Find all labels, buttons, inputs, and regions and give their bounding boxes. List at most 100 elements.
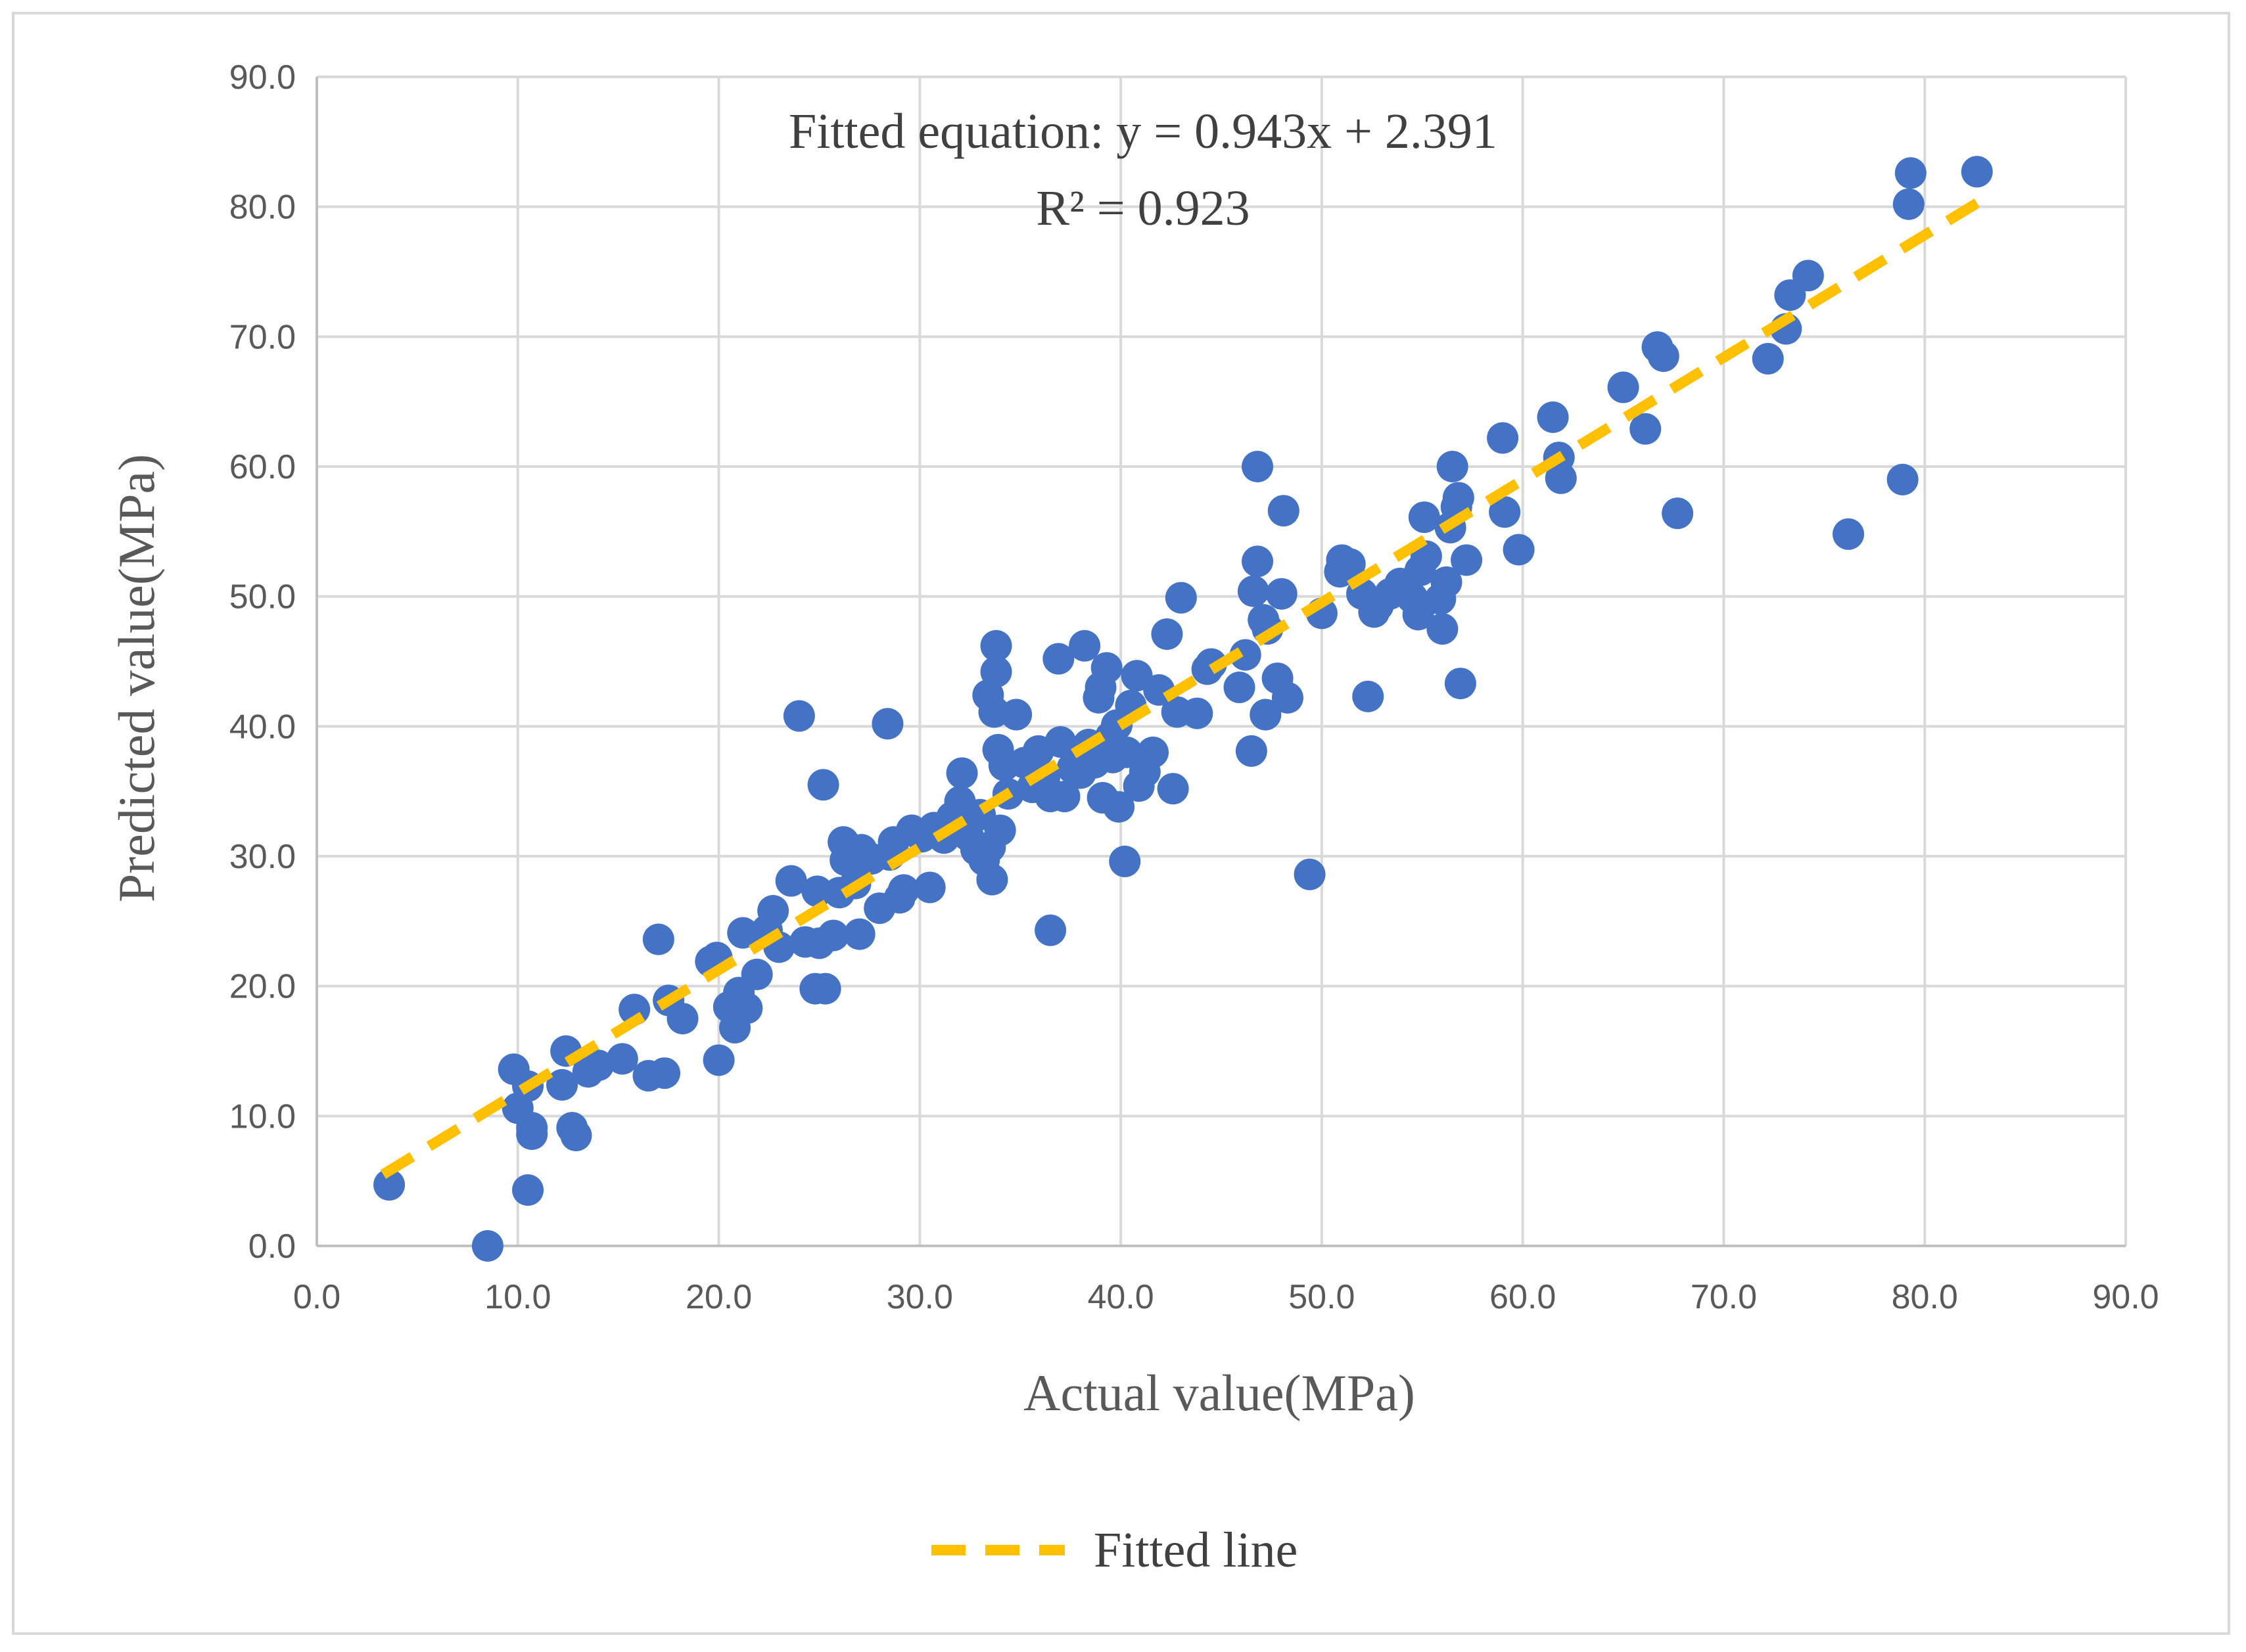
data-point — [512, 1174, 544, 1206]
data-point — [1752, 342, 1784, 375]
data-point — [872, 708, 904, 740]
scatter-chart: 0.0 10.0 20.0 30.0 40.0 50.0 60.0 70.0 80.0 90.0 0… — [108, 58, 2159, 1578]
x-tick-label: 50.0 — [1288, 1278, 1355, 1316]
data-point — [1223, 672, 1255, 704]
y-tick-label: 50.0 — [229, 578, 296, 616]
data-point — [1109, 845, 1141, 877]
x-tick-label: 90.0 — [2092, 1278, 2159, 1316]
data-point — [980, 630, 1012, 662]
data-point — [1137, 736, 1169, 768]
data-point — [1165, 582, 1197, 614]
x-tick-label: 0.0 — [293, 1278, 340, 1316]
x-axis-title: Actual value(MPa) — [1023, 1364, 1415, 1421]
axes — [316, 77, 2126, 1247]
y-tick-label: 40.0 — [229, 708, 296, 746]
data-points — [373, 156, 1993, 1262]
x-tick-label: 30.0 — [887, 1278, 953, 1316]
legend: Fitted line — [931, 1523, 1298, 1578]
y-tick-label: 70.0 — [229, 318, 296, 356]
data-point — [946, 757, 978, 789]
data-point — [606, 1043, 638, 1075]
y-tick-label: 60.0 — [229, 448, 296, 486]
data-point — [1545, 462, 1577, 494]
data-point — [1042, 643, 1075, 675]
data-point — [817, 919, 849, 952]
data-point — [731, 992, 763, 1024]
fitted-line — [380, 193, 1988, 1180]
data-point — [642, 923, 674, 955]
y-tick-label: 10.0 — [229, 1097, 296, 1136]
data-point — [471, 1230, 503, 1262]
data-point — [1271, 681, 1303, 714]
fitted-line-path — [380, 193, 1988, 1180]
data-point — [1833, 518, 1865, 550]
data-point — [1090, 652, 1123, 684]
data-point — [1487, 422, 1519, 454]
data-point — [1792, 260, 1824, 292]
data-point — [887, 874, 920, 906]
data-point — [1294, 858, 1326, 890]
data-point — [703, 1044, 735, 1076]
data-point — [1235, 735, 1267, 767]
data-point — [741, 958, 773, 990]
data-point — [1430, 566, 1462, 598]
data-point — [1662, 497, 1694, 530]
data-point — [582, 1049, 615, 1082]
data-point — [1000, 699, 1033, 731]
grid-lines — [317, 76, 2127, 1246]
r-squared-label: R² = 0.923 — [1036, 181, 1250, 236]
data-point — [1442, 482, 1474, 514]
data-point — [1048, 781, 1081, 813]
data-point — [1408, 501, 1440, 534]
data-point — [1151, 618, 1183, 650]
data-point — [1267, 495, 1299, 527]
y-axis-title: Predicted value(MPa) — [108, 454, 165, 902]
data-point — [546, 1068, 578, 1101]
data-point — [1229, 639, 1261, 671]
data-point — [667, 1003, 699, 1035]
data-point — [1044, 726, 1077, 758]
data-point — [1352, 680, 1384, 712]
chart-area: 0.0 10.0 20.0 30.0 40.0 50.0 60.0 70.0 80.0 90.0 0… — [12, 12, 2230, 1635]
data-point — [727, 917, 759, 949]
data-point — [1250, 699, 1282, 731]
data-point — [1157, 773, 1189, 805]
y-tick-label: 90.0 — [229, 58, 296, 97]
x-tick-label: 80.0 — [1892, 1278, 1958, 1316]
legend-fitted-line-label: Fitted line — [1094, 1523, 1298, 1578]
y-tick-label: 20.0 — [229, 968, 296, 1006]
data-point — [1607, 371, 1639, 403]
data-point — [1242, 451, 1274, 482]
data-point — [1961, 156, 1993, 188]
data-point — [648, 1057, 680, 1090]
data-point — [1503, 534, 1535, 566]
x-tick-label: 70.0 — [1691, 1278, 1757, 1316]
data-point — [1629, 413, 1662, 445]
data-point — [1892, 188, 1925, 220]
x-tick-label: 40.0 — [1088, 1278, 1154, 1316]
fitted-equation-label: Fitted equation: y = 0.943x + 2.391 — [789, 104, 1497, 159]
data-point — [1886, 463, 1919, 495]
y-tick-label: 30.0 — [229, 838, 296, 876]
data-point — [984, 814, 1016, 846]
data-point — [1426, 613, 1459, 645]
data-point — [809, 973, 841, 1005]
data-point — [1444, 668, 1476, 700]
data-point — [1436, 451, 1468, 482]
data-point — [1334, 548, 1366, 580]
x-tick-label: 60.0 — [1489, 1278, 1556, 1316]
data-point — [1069, 630, 1101, 662]
data-point — [1237, 575, 1269, 607]
data-point — [775, 865, 807, 897]
y-tick-label: 0.0 — [248, 1228, 296, 1266]
data-point — [1894, 157, 1927, 189]
tick-labels: 0.0 10.0 20.0 30.0 40.0 50.0 60.0 70.0 80.0 90.0 0… — [229, 58, 2159, 1316]
data-point — [843, 918, 876, 950]
data-point — [1103, 791, 1135, 823]
data-point — [373, 1169, 406, 1201]
data-point — [1489, 496, 1521, 528]
data-point — [1402, 599, 1434, 631]
x-tick-label: 20.0 — [686, 1278, 752, 1316]
data-point — [1242, 545, 1274, 578]
data-point — [1035, 914, 1067, 946]
